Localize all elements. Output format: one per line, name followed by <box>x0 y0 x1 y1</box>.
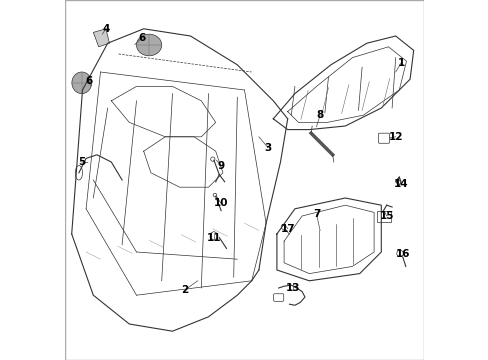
Text: 16: 16 <box>395 249 409 259</box>
Text: 6: 6 <box>85 76 92 86</box>
Text: 2: 2 <box>181 285 188 295</box>
Text: 7: 7 <box>312 209 320 219</box>
Ellipse shape <box>136 34 162 56</box>
Text: 5: 5 <box>78 157 85 167</box>
Text: 17: 17 <box>280 224 294 234</box>
Text: 9: 9 <box>217 161 224 171</box>
Text: 11: 11 <box>206 233 221 243</box>
Text: 13: 13 <box>285 283 300 293</box>
Polygon shape <box>93 29 109 47</box>
Text: 6: 6 <box>138 33 145 43</box>
Text: 12: 12 <box>387 132 402 142</box>
Text: 14: 14 <box>393 179 407 189</box>
Text: 15: 15 <box>379 211 393 221</box>
Ellipse shape <box>72 72 91 94</box>
Text: 1: 1 <box>397 58 404 68</box>
Text: 10: 10 <box>213 198 228 208</box>
Text: 8: 8 <box>316 110 323 120</box>
Text: 4: 4 <box>102 24 109 34</box>
Text: 3: 3 <box>264 143 271 153</box>
